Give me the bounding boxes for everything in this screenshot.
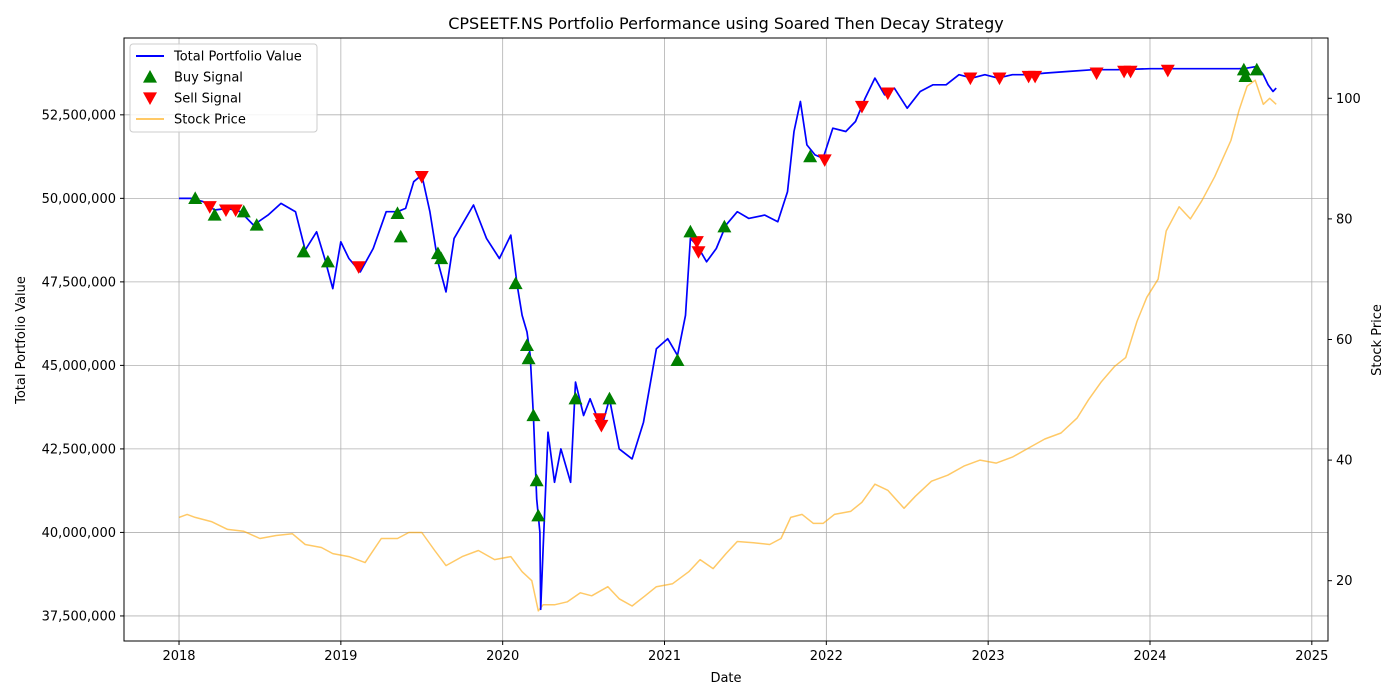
sell-signal-marker <box>817 154 832 167</box>
legend-label: Buy Signal <box>174 71 243 86</box>
chart-title: CPSEETF.NS Portfolio Performance using S… <box>448 14 1004 33</box>
x-tick-label: 2018 <box>162 649 195 664</box>
x-tick-label: 2023 <box>972 649 1005 664</box>
legend-label: Sell Signal <box>174 92 242 107</box>
buy-signal-marker <box>320 254 335 268</box>
sell-signal-marker <box>218 204 233 218</box>
legend-label: Stock Price <box>174 113 246 128</box>
buy-signal-marker <box>526 408 541 422</box>
x-tick-label: 2020 <box>486 649 519 664</box>
buy-signal-marker <box>803 149 818 163</box>
legend: Total Portfolio Value Buy Signal Sell Sign… <box>129 43 318 133</box>
buy-signal-marker <box>236 204 251 218</box>
y-left-tick-label: 45,000,000 <box>42 359 116 374</box>
stock-price-series <box>178 79 1277 612</box>
sell-signal-marker <box>992 72 1007 86</box>
sell-signal-marker <box>1123 65 1138 79</box>
x-tick-label: 2021 <box>648 649 681 664</box>
buy-signal-marker <box>529 473 544 487</box>
buy-signal-marker <box>568 391 583 405</box>
x-tick-label: 2024 <box>1133 649 1166 664</box>
y-left-tick-label: 52,500,000 <box>42 108 116 123</box>
buy-signal-marker <box>390 206 405 219</box>
signal-markers <box>188 62 1264 522</box>
portfolio-value-line <box>179 65 1277 611</box>
sell-signal-marker <box>689 236 704 249</box>
legend-swatch <box>143 70 157 83</box>
portfolio-value-series <box>179 65 1277 611</box>
sell-signal-marker <box>691 246 706 259</box>
buy-signal-marker <box>1249 62 1264 76</box>
y-axis-left-ticks: 37,500,000 40,000,000 42,500,000 45,000,000… <box>42 108 124 624</box>
legend-swatch <box>143 92 157 105</box>
buy-signal-marker <box>393 229 408 243</box>
sell-signal-marker <box>1028 70 1043 84</box>
x-tick-label: 2019 <box>324 649 357 664</box>
buy-signal-marker <box>531 508 546 522</box>
buy-signal-marker <box>434 251 449 265</box>
buy-signal-marker <box>188 191 203 204</box>
sell-signal-marker <box>414 171 429 184</box>
buy-signal-marker <box>521 351 536 365</box>
buy-signal-marker <box>296 244 311 258</box>
sell-signal-marker <box>592 413 607 426</box>
y-left-tick-label: 37,500,000 <box>42 609 116 624</box>
sell-signal-marker <box>854 100 869 114</box>
buy-signal-marker <box>508 276 523 290</box>
x-axis-title: Date <box>710 671 741 686</box>
buy-signal-marker <box>207 208 222 221</box>
y-left-tick-label: 47,500,000 <box>42 275 116 290</box>
buy-signal-marker <box>249 218 264 231</box>
x-tick-label: 2025 <box>1295 649 1328 664</box>
buy-signal-marker <box>670 353 685 366</box>
y-right-tick-label: 20 <box>1336 574 1353 589</box>
stock-price-line <box>178 79 1277 612</box>
y-right-tick-label: 60 <box>1336 333 1353 348</box>
y-axis-left-title: Total Portfolio Value <box>14 276 29 405</box>
buy-signal-marker <box>683 224 698 238</box>
buy-signal-marker <box>717 219 732 233</box>
sell-signal-marker <box>963 72 978 86</box>
y-left-tick-label: 40,000,000 <box>42 526 116 541</box>
legend-label: Total Portfolio Value <box>173 50 302 65</box>
y-left-tick-label: 42,500,000 <box>42 442 116 457</box>
sell-signal-marker <box>202 201 217 214</box>
sell-signal-marker <box>594 419 609 433</box>
y-axis-right-title: Stock Price <box>1370 304 1385 376</box>
y-right-tick-label: 40 <box>1336 454 1353 469</box>
buy-signal-marker <box>1238 69 1253 83</box>
sell-signal-marker <box>1160 64 1175 78</box>
y-left-tick-label: 50,000,000 <box>42 192 116 207</box>
grid-lines <box>124 38 1328 641</box>
y-axis-right-ticks: 20 40 60 80 100 <box>1328 92 1361 589</box>
buy-signal-marker <box>1236 62 1251 76</box>
buy-signal-marker <box>602 391 617 405</box>
x-axis-ticks: 2018 2019 2020 2021 2022 2023 2024 2025 <box>162 641 1328 664</box>
sell-signal-marker <box>351 261 366 274</box>
x-tick-label: 2022 <box>810 649 843 664</box>
buy-signal-marker <box>519 338 534 351</box>
sell-signal-marker <box>1089 67 1104 81</box>
y-right-tick-label: 80 <box>1336 212 1353 227</box>
legend-box <box>129 43 318 133</box>
sell-signal-marker <box>228 204 243 218</box>
y-right-tick-label: 100 <box>1336 92 1361 107</box>
sell-signal-marker <box>880 87 895 101</box>
